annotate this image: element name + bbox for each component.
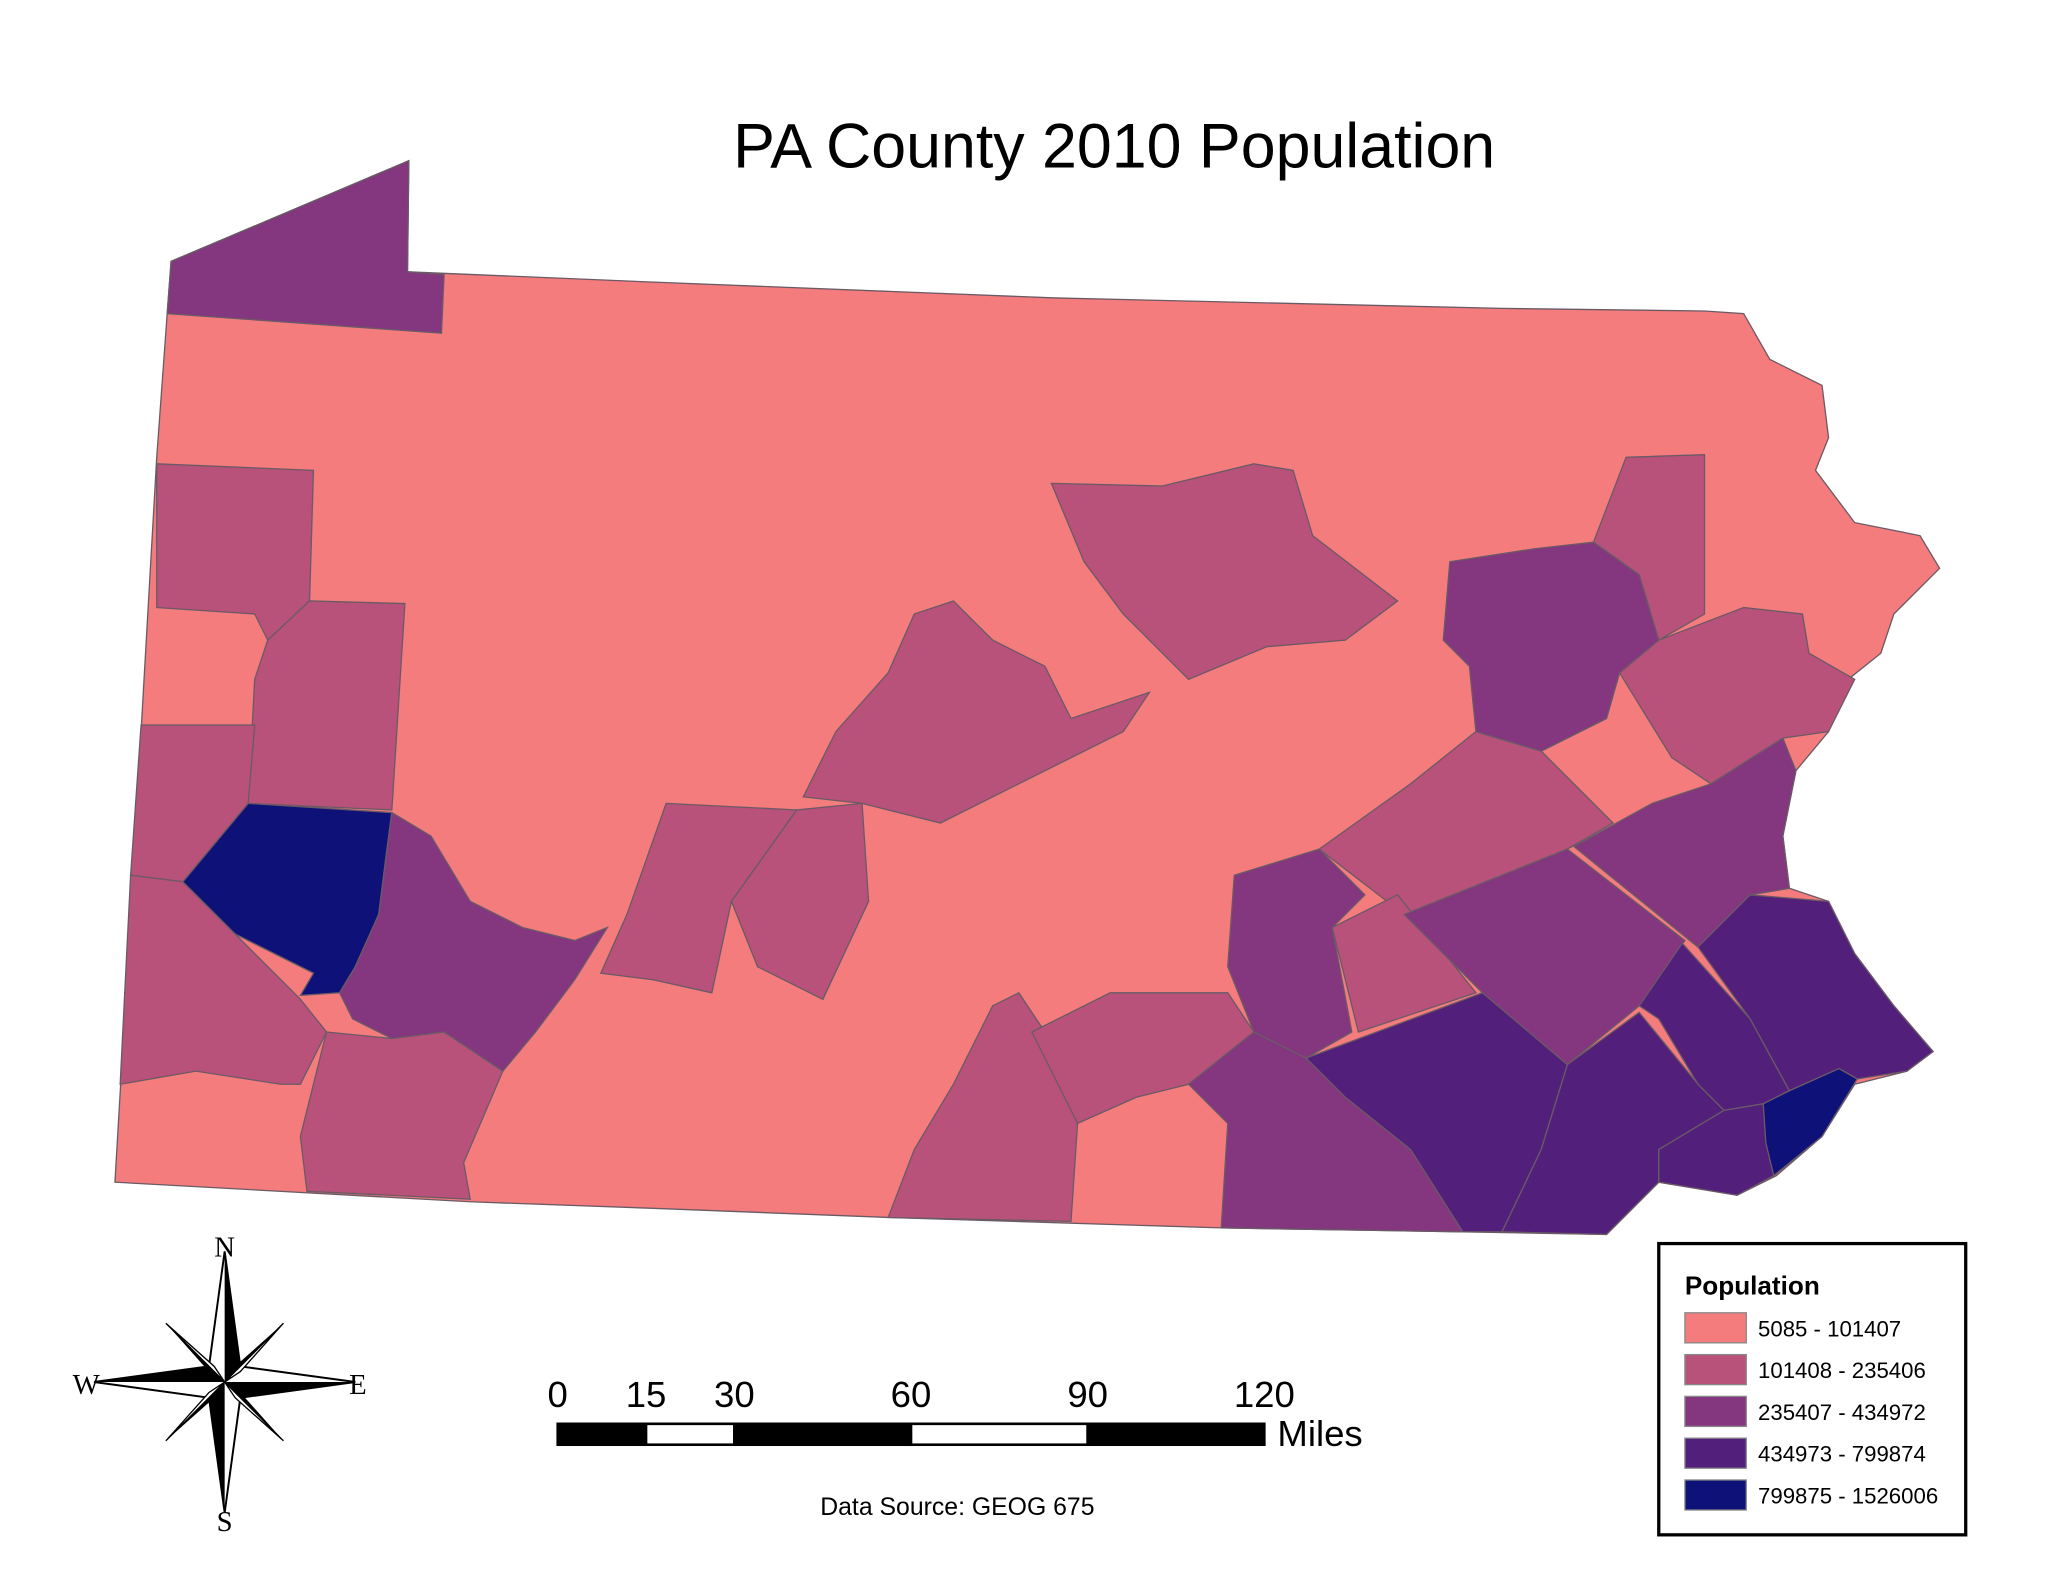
scale-unit: Miles	[1277, 1413, 1362, 1454]
compass-n: N	[214, 1232, 235, 1264]
scale-segment	[644, 1422, 736, 1447]
legend: Population 5085 - 101407 101408 - 235406 2…	[1657, 1241, 1968, 1537]
legend-label: 799875 - 1526006	[1758, 1483, 1938, 1508]
county	[338, 811, 609, 1073]
map-title: PA County 2010 Population	[733, 111, 1495, 181]
compass	[93, 1251, 356, 1513]
legend-label: 5085 - 101407	[1758, 1316, 1901, 1341]
legend-label: 235407 - 434972	[1758, 1400, 1926, 1425]
scale-segment	[556, 1422, 648, 1447]
counties	[114, 159, 1941, 1236]
legend-label: 434973 - 799874	[1758, 1442, 1926, 1467]
legend-swatch	[1684, 1312, 1747, 1344]
county	[1050, 463, 1399, 681]
legend-label: 101408 - 235406	[1758, 1358, 1926, 1383]
county	[247, 600, 406, 811]
scale-tick-label: 60	[891, 1374, 932, 1415]
legend-swatch	[1684, 1353, 1747, 1386]
county	[802, 600, 1151, 824]
compass-w: W	[73, 1369, 101, 1401]
county	[1442, 541, 1660, 752]
scale-segment	[909, 1422, 1089, 1447]
scale-bar: 0 15 30 60 90 120	[548, 1374, 1295, 1447]
legend-swatch	[1684, 1437, 1747, 1469]
county	[1762, 1067, 1859, 1177]
scale-tick-label: 30	[714, 1374, 755, 1415]
legend-title: Population	[1685, 1271, 1820, 1301]
scale-tick-label: 0	[548, 1374, 568, 1415]
county	[1227, 848, 1366, 1059]
compass-e: E	[349, 1369, 367, 1401]
legend-swatch	[1684, 1395, 1747, 1428]
scale-segment	[733, 1422, 913, 1447]
county	[1697, 894, 1935, 1092]
county	[1331, 894, 1478, 1033]
compass-s: S	[217, 1506, 233, 1538]
scale-segment	[1086, 1422, 1266, 1447]
data-source: Data Source: GEOG 675	[820, 1494, 1094, 1521]
scale-tick-label: 120	[1234, 1374, 1295, 1415]
county	[166, 159, 445, 334]
legend-swatch	[1684, 1479, 1747, 1511]
scale-tick-label: 90	[1067, 1374, 1108, 1415]
scale-tick-label: 15	[626, 1374, 667, 1415]
county	[1618, 606, 1856, 785]
